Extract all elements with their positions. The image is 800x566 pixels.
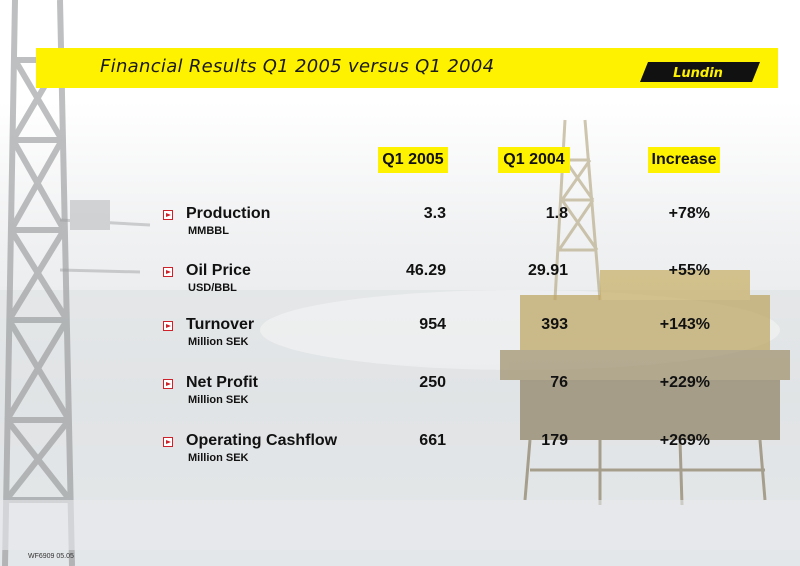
column-header-increase: Increase (648, 147, 720, 173)
value-increase: +78% (668, 205, 710, 222)
column-header-q1-2005: Q1 2005 (378, 147, 448, 173)
arrow-bullet-icon (163, 437, 173, 447)
row-label: Operating Cashflow (186, 432, 338, 449)
column-header-q1-2004: Q1 2004 (498, 147, 570, 173)
value-q1-2004: 179 (541, 432, 568, 449)
value-increase: +55% (668, 262, 710, 279)
value-q1-2005: 3.3 (423, 205, 446, 222)
table-row: Operating Cashflow Million SEK 661 179 +… (0, 432, 800, 480)
row-label: Oil Price (186, 262, 251, 279)
row-label: Turnover (186, 316, 255, 333)
row-unit: Million SEK (188, 336, 249, 348)
arrow-bullet-icon (163, 210, 173, 220)
svg-text:Lundin: Lundin (673, 66, 723, 81)
arrow-bullet-icon (163, 379, 173, 389)
value-q1-2004: 1.8 (545, 205, 568, 222)
row-label: Net Profit (186, 374, 258, 391)
table-row: Turnover Million SEK 954 393 +143% (0, 316, 800, 364)
row-label: Production (186, 205, 271, 222)
value-q1-2005: 250 (419, 374, 446, 391)
value-q1-2005: 661 (419, 432, 446, 449)
value-increase: +269% (659, 432, 710, 449)
value-q1-2004: 76 (550, 374, 568, 391)
value-increase: +143% (659, 316, 710, 333)
table-row: Net Profit Million SEK 250 76 +229% (0, 374, 800, 422)
table-row: Oil Price USD/BBL 46.29 29.91 +55% (0, 262, 800, 310)
value-q1-2004: 393 (541, 316, 568, 333)
arrow-bullet-icon (163, 321, 173, 331)
lundin-logo: Lundin (640, 62, 760, 82)
value-increase: +229% (659, 374, 710, 391)
table-row: Production MMBBL 3.3 1.8 +78% (0, 205, 800, 253)
row-unit: Million SEK (188, 452, 249, 464)
row-unit: USD/BBL (188, 282, 237, 294)
arrow-bullet-icon (163, 267, 173, 277)
value-q1-2004: 29.91 (527, 262, 568, 279)
slide-title: Financial Results Q1 2005 versus Q1 2004 (100, 56, 495, 77)
row-unit: Million SEK (188, 394, 249, 406)
value-q1-2005: 46.29 (405, 262, 446, 279)
value-q1-2005: 954 (419, 316, 446, 333)
row-unit: MMBBL (188, 225, 229, 237)
footer-code: WF6909 05.05 (28, 553, 74, 560)
